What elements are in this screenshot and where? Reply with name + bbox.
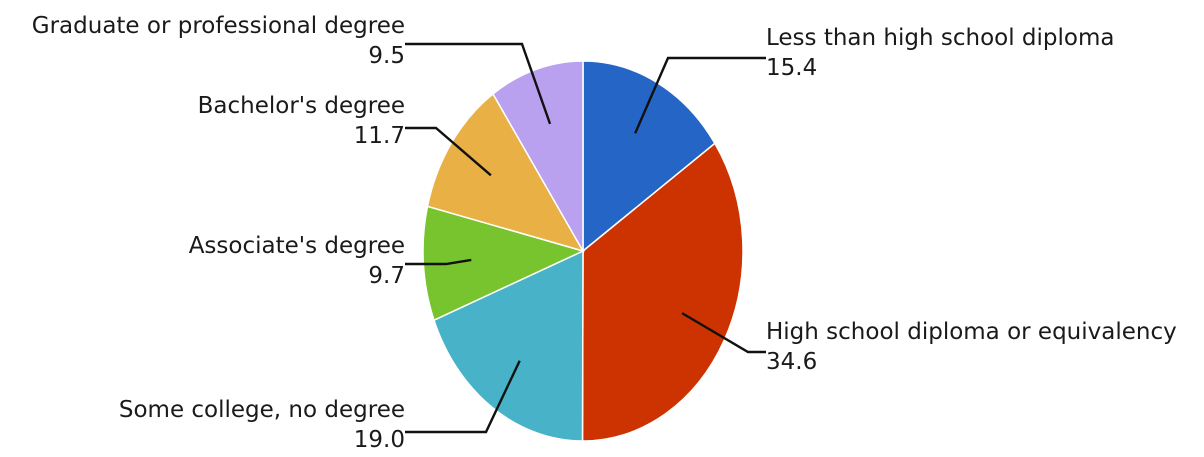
pie-slice-high-school bbox=[581, 142, 744, 442]
leader-lines bbox=[405, 42, 766, 434]
slice-label-some-college: Some college, no degree bbox=[119, 397, 405, 423]
leader-line-bachelors bbox=[405, 126, 492, 177]
leader-line-associates bbox=[405, 258, 472, 266]
slice-label-graduate: Graduate or professional degree bbox=[32, 13, 405, 39]
leader-line-less-than-high-school bbox=[634, 56, 766, 134]
slice-label-associates: Associate's degree bbox=[189, 233, 405, 259]
slice-value-less-than-high-school: 15.4 bbox=[766, 55, 817, 81]
leader-line-graduate bbox=[405, 42, 552, 125]
slice-label-bachelors: Bachelor's degree bbox=[198, 93, 405, 119]
slice-value-graduate: 9.5 bbox=[368, 43, 405, 69]
slice-value-bachelors: 11.7 bbox=[354, 123, 405, 149]
leader-line-high-school bbox=[681, 312, 766, 354]
slice-value-associates: 9.7 bbox=[368, 263, 405, 289]
leader-line-some-college bbox=[405, 360, 521, 434]
pie-slices bbox=[422, 60, 744, 442]
slice-label-high-school: High school diploma or equivalency bbox=[766, 319, 1177, 345]
pie-slice-some-college bbox=[433, 249, 584, 442]
slice-label-less-than-high-school: Less than high school diploma bbox=[766, 25, 1114, 51]
pie-slice-graduate bbox=[492, 60, 584, 254]
slice-value-some-college: 19.0 bbox=[354, 427, 405, 453]
slice-value-high-school: 34.6 bbox=[766, 349, 817, 375]
